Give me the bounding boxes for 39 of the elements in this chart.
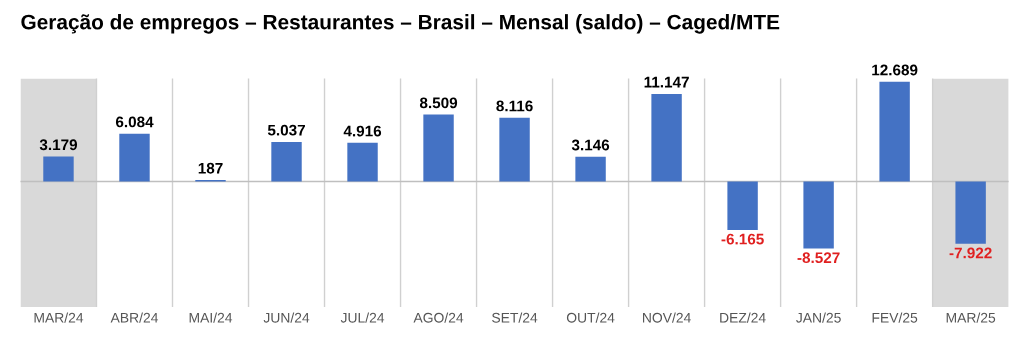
bar <box>347 142 378 182</box>
bar <box>651 93 682 182</box>
x-tick-label: SET/24 <box>492 312 538 323</box>
data-label: -8.527 <box>797 252 840 264</box>
bar <box>119 133 150 182</box>
x-tick-label: DEZ/24 <box>720 312 766 323</box>
bar <box>499 117 530 182</box>
bar <box>43 156 74 182</box>
chart-title: Geração de empregos – Restaurantes – Brasil – Mensal (saldo) – Caged/MTE <box>21 14 780 34</box>
data-label: 4.916 <box>343 125 382 137</box>
x-tick-label: ABR/24 <box>110 312 159 323</box>
x-tick-label: JUN/24 <box>263 312 310 323</box>
x-tick-label: NOV/24 <box>643 312 691 323</box>
x-tick-label: OUT/24 <box>566 312 615 323</box>
x-tick-label: MAR/25 <box>946 312 996 323</box>
data-label: 6.084 <box>115 116 154 128</box>
data-label: -7.922 <box>949 247 992 259</box>
data-label: -6.165 <box>721 233 764 245</box>
x-tick-label: JUL/24 <box>340 312 385 323</box>
x-tick-label: JAN/25 <box>796 312 841 323</box>
data-label: 187 <box>198 162 223 174</box>
data-label: 3.146 <box>571 139 610 151</box>
bar <box>423 114 454 182</box>
x-tick-label: MAI/24 <box>189 312 233 323</box>
x-tick-label: AGO/24 <box>413 312 464 323</box>
data-label: 8.116 <box>496 100 533 112</box>
x-tick-label: MAR/24 <box>34 312 84 323</box>
data-label: 12.689 <box>872 64 918 76</box>
bar <box>575 156 606 182</box>
data-label: 5.037 <box>267 124 305 136</box>
bar <box>803 181 834 249</box>
bar <box>879 81 910 182</box>
data-label: 8.509 <box>419 97 458 109</box>
bar <box>955 181 986 244</box>
bar <box>727 181 758 230</box>
bar <box>271 141 302 182</box>
data-label: 3.179 <box>39 139 78 151</box>
data-label: 11.147 <box>644 76 689 88</box>
x-tick-label: FEV/25 <box>872 312 918 323</box>
